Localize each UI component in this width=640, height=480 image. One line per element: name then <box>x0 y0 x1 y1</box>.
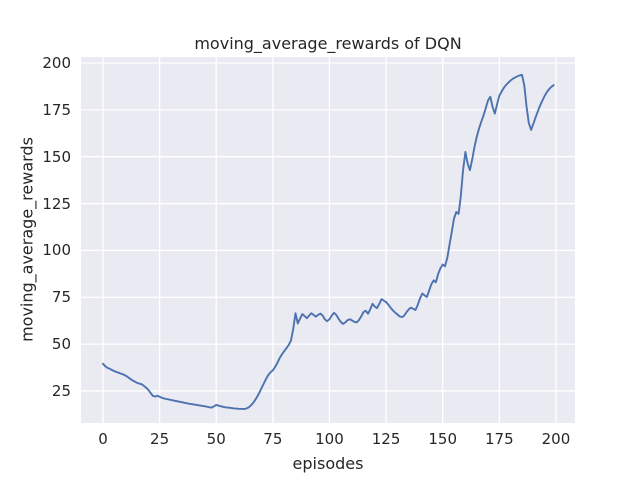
y-tick-label-175: 175 <box>42 100 71 119</box>
x-tick-label-50: 50 <box>206 430 226 448</box>
x-tick-label-125: 125 <box>371 430 401 448</box>
x-axis-label: episodes <box>292 454 364 473</box>
y-tick-label-125: 125 <box>42 194 71 213</box>
x-tick-label-200: 200 <box>541 430 571 448</box>
y-tick-label-75: 75 <box>51 288 71 307</box>
chart-svg <box>81 57 575 423</box>
x-tick-label-100: 100 <box>315 430 344 448</box>
y-tick-label-150: 150 <box>42 147 71 166</box>
plot-area <box>81 57 575 423</box>
x-tick-label-175: 175 <box>485 430 514 448</box>
chart-title: moving_average_rewards of DQN <box>194 34 462 53</box>
y-tick-label-200: 200 <box>42 53 71 72</box>
x-tick-label-25: 25 <box>150 430 170 448</box>
x-tick-label-75: 75 <box>263 430 283 448</box>
dqn-reward-line <box>102 73 555 410</box>
x-tick-label-0: 0 <box>98 430 108 448</box>
y-tick-label-25: 25 <box>51 381 71 400</box>
y-tick-label-100: 100 <box>42 241 71 260</box>
y-tick-label-50: 50 <box>51 335 71 354</box>
x-tick-label-150: 150 <box>428 430 458 448</box>
